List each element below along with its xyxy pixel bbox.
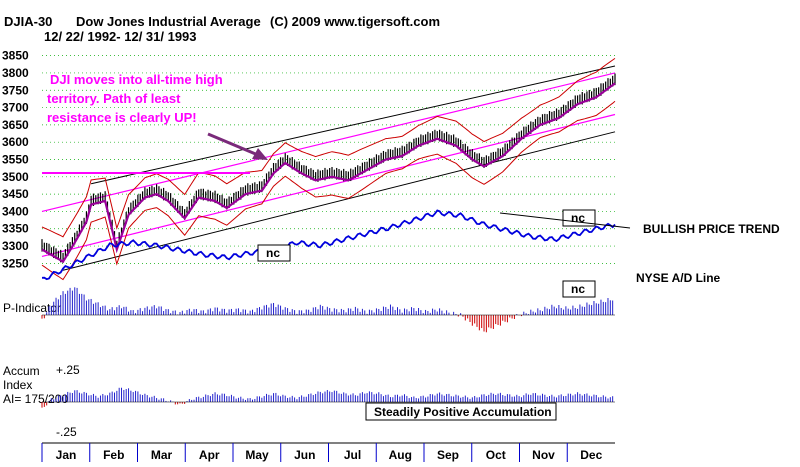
month-label: Sep <box>437 448 459 462</box>
nc-label-3: nc <box>571 282 585 296</box>
month-label: Dec <box>580 448 602 462</box>
ticker-label: DJIA-30 <box>4 14 52 29</box>
price-y-axis: 3250 3300 3350 3400 3450 3500 3550 3600 3650 3700… <box>2 49 29 271</box>
nc-box-2 <box>562 209 596 227</box>
upper-band <box>41 57 616 238</box>
month-label: Jun <box>294 448 315 462</box>
index-name-label: Dow Jones Industrial Average <box>76 14 261 29</box>
y-tick-label: 3850 <box>2 49 29 63</box>
accum-box <box>365 402 557 421</box>
callout-line-1: DJI moves into all-time high <box>50 72 223 87</box>
y-tick-label: 3750 <box>2 83 29 97</box>
ad-line <box>41 209 616 281</box>
ad-line-series <box>41 209 616 281</box>
accum-plus-label: +.25 <box>56 363 80 377</box>
y-tick-label: 3800 <box>2 66 29 80</box>
y-tick-label: 3700 <box>2 101 29 115</box>
accumulation-bars <box>41 387 615 408</box>
month-label: Jan <box>56 448 77 462</box>
month-label: Feb <box>103 448 124 462</box>
ad-line-label: NYSE A/D Line <box>636 271 721 285</box>
p-indicator-label: P-Indicator <box>3 301 61 315</box>
ai-label: AI= 175/200 <box>3 392 68 406</box>
y-tick-label: 3500 <box>2 170 29 184</box>
y-tick-label: 3550 <box>2 153 29 167</box>
y-tick-label: 3450 <box>2 187 29 201</box>
accum-box-label: Steadily Positive Accumulation <box>374 405 552 419</box>
trend-channels <box>41 65 616 271</box>
lower-band <box>41 100 616 281</box>
month-label: Oct <box>486 448 506 462</box>
month-label: May <box>245 448 269 462</box>
date-range-label: 12/ 22/ 1992- 12/ 31/ 1993 <box>44 29 197 44</box>
y-tick-label: 3300 <box>2 239 29 253</box>
callout-line-2: territory. Path of least <box>47 91 181 106</box>
y-tick-label: 3650 <box>2 118 29 132</box>
accum-label: Accum <box>3 364 40 378</box>
y-tick-label: 3600 <box>2 135 29 149</box>
callout: DJI moves into all-time high territory. … <box>47 72 223 125</box>
magenta-channel-line <box>41 72 616 213</box>
month-label: Nov <box>532 448 555 462</box>
p-indicator-bars <box>41 287 615 333</box>
callout-arrowhead <box>252 148 268 160</box>
nc-label-1: nc <box>266 246 280 260</box>
callout-arrow <box>207 132 259 157</box>
month-label: Apr <box>199 448 220 462</box>
nc-trendline <box>499 212 631 229</box>
black-channel-line <box>91 65 616 185</box>
accum-minus-label: -.25 <box>56 425 77 439</box>
index-label: Index <box>3 378 32 392</box>
month-label: Jul <box>344 448 361 462</box>
month-axis: Jan Feb Mar Apr May Jun Jul Aug Sep Oct Nov Dec <box>41 443 603 462</box>
y-tick-label: 3350 <box>2 222 29 236</box>
month-label: Aug <box>389 448 412 462</box>
y-tick-label: 3250 <box>2 256 29 270</box>
copyright-label: (C) 2009 www.tigersoft.com <box>270 14 440 29</box>
nc-box-3 <box>562 280 596 298</box>
black-channel-line <box>62 131 616 271</box>
callout-line-3: resistance is clearly UP! <box>47 110 197 125</box>
price-series <box>41 57 616 281</box>
moving-average <box>41 82 616 264</box>
bullish-label: BULLISH PRICE TREND <box>643 222 780 236</box>
nc-box-1 <box>257 244 291 262</box>
y-tick-label: 3400 <box>2 204 29 218</box>
month-label: Mar <box>151 448 173 462</box>
